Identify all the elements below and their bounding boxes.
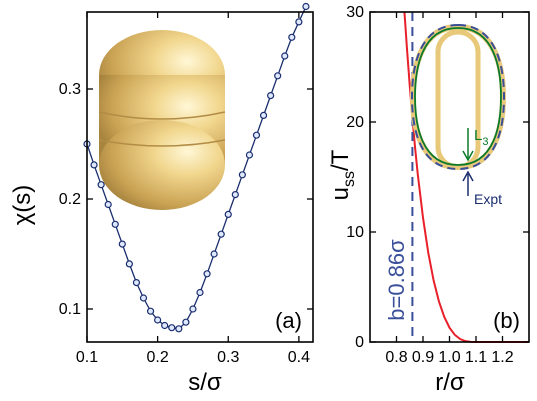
- data-point: [139, 294, 148, 302]
- panel-a-label: (a): [275, 308, 302, 333]
- data-point: [295, 18, 303, 26]
- x-tick-label: 0.8: [385, 349, 407, 366]
- data-point: [288, 33, 296, 41]
- data-point: [125, 260, 133, 268]
- x-tick-label: 1.0: [438, 349, 460, 366]
- panel-b: L3 Expt 0.8 0.9 1.0 1.1 1.2 0 10 20 30 uss/T r/σ…: [327, 4, 530, 396]
- panel-b-ylabel: uss/T: [327, 149, 358, 200]
- data-point: [175, 325, 183, 333]
- data-point: [267, 91, 275, 100]
- inset-label-expt: Expt: [474, 191, 502, 207]
- data-point: [281, 52, 289, 60]
- data-point: [252, 131, 261, 139]
- data-point: [132, 279, 141, 287]
- data-point: [245, 151, 254, 159]
- data-point: [238, 171, 246, 179]
- data-point: [196, 288, 204, 297]
- panel-a: 0.1 0.2 0.3 0.4 0.1 0.2 0.3 χ(s) s/σ (a): [9, 2, 314, 396]
- panel-a-plot-area: [83, 2, 310, 333]
- panel-a-axes: 0.1 0.2 0.3 0.4 0.1 0.2 0.3: [59, 11, 314, 366]
- data-point: [189, 305, 197, 313]
- y-tick-label: 0.1: [59, 301, 81, 318]
- x-tick-label: 1.2: [491, 349, 513, 366]
- y-tick-label: 10: [346, 224, 364, 241]
- data-point: [97, 181, 105, 189]
- data-point: [274, 72, 282, 80]
- panel-b-axes: 0.8 0.9 1.0 1.1 1.2 0 10 20 30: [346, 4, 530, 366]
- x-tick-label: 1.1: [465, 349, 487, 366]
- data-point: [168, 324, 176, 332]
- y-tick-label: 0: [355, 334, 364, 351]
- data-point: [111, 220, 119, 228]
- y-tick-label: 30: [346, 4, 364, 21]
- data-point: [302, 2, 310, 11]
- data-point: [154, 316, 162, 324]
- panel-a-xlabel: s/σ: [188, 369, 222, 396]
- x-tick-label: 0.1: [76, 349, 98, 366]
- data-point: [231, 191, 239, 199]
- data-point: [210, 250, 218, 258]
- panel-b-plot-area: [403, 11, 529, 343]
- hardcore-label: b=0.86σ: [384, 239, 409, 321]
- sphere-dimer-inset: [98, 30, 226, 210]
- panel-b-xlabel: r/σ: [435, 369, 465, 396]
- x-tick-label: 0.3: [217, 349, 239, 366]
- x-tick-label: 0.9: [412, 349, 434, 366]
- y-tick-label: 0.2: [59, 191, 81, 208]
- data-point: [118, 240, 126, 248]
- data-point: [203, 270, 211, 278]
- y-tick-label: 0.3: [59, 81, 81, 98]
- panel-b-label: (b): [493, 308, 520, 333]
- y-tick-label: 20: [346, 114, 364, 131]
- data-point: [259, 111, 268, 120]
- data-point: [104, 200, 112, 209]
- data-point: [224, 210, 232, 218]
- data-point: [217, 230, 225, 238]
- inset-label-l3: L3: [474, 127, 488, 148]
- data-point: [182, 318, 190, 326]
- panel-a-ylabel: χ(s): [9, 185, 36, 226]
- potential-curve: [403, 11, 529, 343]
- x-tick-label: 0.2: [147, 349, 169, 366]
- data-point: [161, 321, 169, 330]
- data-point: [146, 307, 155, 315]
- data-point: [90, 161, 98, 169]
- x-tick-label: 0.4: [288, 349, 310, 366]
- cross-section-inset: L3 Expt: [409, 23, 507, 207]
- plot-frame: [86, 11, 314, 343]
